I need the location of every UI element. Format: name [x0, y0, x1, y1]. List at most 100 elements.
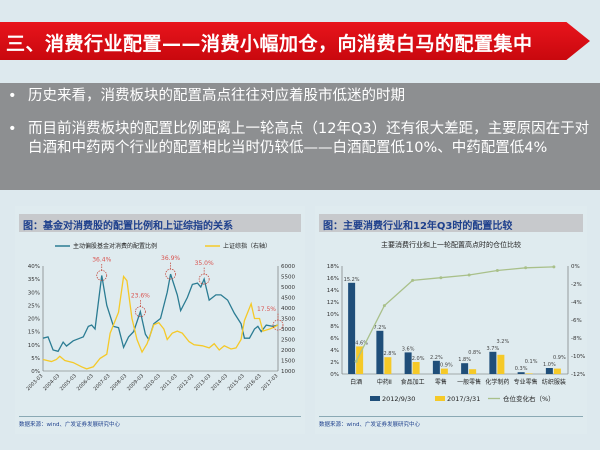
y-tick-label: 35% — [28, 277, 40, 283]
x-tick-label: 2004-03 — [42, 373, 61, 392]
y-tick-label: 15% — [28, 330, 40, 336]
y-tick-label: 12% — [327, 300, 339, 306]
change-line — [355, 266, 554, 362]
bullet-item: • 历史来看，消费板块的配置高点往往对应着股市低迷的时期 — [8, 87, 590, 106]
category-label: 食品加工 — [401, 378, 425, 386]
category-label: 化学制药 — [485, 378, 509, 386]
y-tick-label: 30% — [28, 290, 40, 296]
bullet-text: 历史来看，消费板块的配置高点往往对应着股市低迷的时期 — [28, 88, 405, 104]
y-tick-label: 0% — [330, 372, 339, 378]
data-label: 0.1% — [525, 359, 538, 365]
y2-tick-label: 4000 — [281, 306, 295, 312]
y2-tick-label: -2% — [571, 282, 582, 288]
y2-tick-label: -10% — [571, 354, 585, 360]
bar-2012/9/30 — [432, 360, 440, 374]
y-tick-label: 5% — [31, 356, 40, 362]
bar-2017/3/31 — [440, 368, 448, 374]
bar-2012/9/30 — [376, 330, 384, 374]
source-note: 数据来源：wind、广发证券发展研究中心 — [19, 416, 301, 428]
annotation-circle — [165, 268, 176, 280]
category-label: 中药Ⅱ — [377, 378, 392, 386]
data-label: 2.8% — [384, 351, 397, 357]
x-tick-label: 2009-03 — [126, 373, 145, 392]
title-banner: 三、消费行业配置——消费小幅加仓，向消费白马的配置集中 — [0, 22, 590, 60]
x-tick-label: 2007-03 — [93, 373, 112, 392]
data-label: 4.6% — [355, 340, 368, 346]
series-line-index — [42, 274, 279, 370]
data-label: 7.2% — [374, 325, 387, 331]
y-tick-label: 25% — [28, 303, 40, 309]
y2-tick-label: 3500 — [281, 317, 295, 323]
y2-tick-label: 5500 — [281, 275, 295, 281]
category-label: 专业零售 — [514, 378, 538, 386]
y2-tick-label: -12% — [571, 372, 585, 378]
y2-tick-label: 6000 — [281, 264, 295, 270]
annotation-label: 23.6% — [131, 293, 150, 300]
bar-2017/3/31 — [384, 357, 392, 374]
change-point — [382, 304, 386, 308]
change-point — [411, 278, 415, 282]
annotation-label: 36.9% — [161, 255, 180, 262]
change-point — [495, 269, 499, 272]
y2-tick-label: -4% — [571, 300, 582, 306]
x-tick-label: 2008-03 — [109, 373, 128, 392]
change-point — [552, 265, 556, 269]
bar-2012/9/30 — [545, 368, 553, 374]
slide-title: 三、消费行业配置——消费小幅加仓，向消费白马的配置集中 — [6, 33, 533, 55]
data-label: 2.2% — [430, 355, 443, 361]
bar-2012/9/30 — [517, 372, 525, 374]
category-label: 白酒 — [350, 378, 362, 386]
data-label: 3.7% — [487, 346, 500, 352]
bar-2017/3/31 — [525, 373, 533, 374]
x-tick-label: 2015-03 — [227, 373, 246, 392]
data-label: 0.9% — [440, 363, 453, 369]
legend-swatch — [370, 396, 380, 401]
source-note: 数据来源：wind、广发证券发展研究中心 — [319, 416, 583, 428]
x-tick-label: 2003-03 — [25, 373, 44, 392]
bar-2017/3/31 — [469, 369, 477, 374]
bar-2017/3/31 — [412, 362, 420, 374]
x-tick-label: 2005-03 — [59, 373, 78, 392]
x-tick-label: 2017-03 — [260, 373, 279, 392]
legend-label: 上证综指（右轴） — [223, 242, 271, 250]
y-tick-label: 16% — [327, 276, 339, 282]
legend-swatch — [435, 396, 445, 401]
x-tick-label: 2016-03 — [244, 373, 263, 392]
bar-2017/3/31 — [497, 354, 505, 374]
x-tick-label: 2013-03 — [193, 373, 212, 392]
data-label: 1.0% — [543, 362, 556, 368]
data-label: 3.6% — [402, 346, 415, 352]
x-tick-label: 2012-03 — [176, 373, 195, 392]
annotation-label: 35.0% — [195, 260, 214, 267]
bullet-panel: • 历史来看，消费板块的配置高点往往对应着股市低迷的时期 • 而目前消费板块的配置比… — [0, 83, 600, 190]
left-chart-panel: 图：基金对消费股的配置比例和上证综指的关系 0% 5% 10% 15% 20% 25% 30… — [15, 206, 305, 434]
y2-tick-label: 4500 — [281, 296, 295, 302]
bullet-dot: • — [8, 121, 17, 137]
y-tick-label: 4% — [330, 348, 339, 354]
panel-title: 图：基金对消费股的配置比例和上证综指的关系 — [19, 214, 301, 232]
x-tick-label: 2014-03 — [210, 373, 229, 392]
data-label: 0.8% — [468, 350, 481, 356]
y2-tick-label: 1000 — [281, 369, 295, 375]
y2-tick-label: 2500 — [281, 338, 295, 344]
bar-chart: 主要消费行业和上一轮配置高点时的仓位比较 0% 2% 4% 6% 8% 10% 12% 14% 1… — [327, 240, 585, 403]
y-tick-label: 6% — [330, 336, 339, 342]
bullet-item: • 而目前消费板块的配置比例距离上一轮高点（12年Q3）还有很大差距，主要原因在于… — [8, 120, 590, 158]
bar-2017/3/31 — [356, 346, 364, 374]
change-point — [354, 359, 358, 363]
legend-label: 2017/3/31 — [447, 395, 480, 403]
chart-title: 主要消费行业和上一轮配置高点时的仓位比较 — [381, 240, 521, 249]
y-tick-label: 14% — [327, 288, 339, 294]
y-tick-label: 8% — [330, 324, 339, 330]
annotation-label: 17.5% — [257, 306, 276, 313]
y2-tick-label: 0% — [571, 264, 580, 270]
panel-title: 图：主要消费行业和12年Q3时的配置比较 — [319, 214, 583, 232]
category-label: 一般零售 — [457, 378, 481, 386]
x-tick-label: 2011-03 — [160, 373, 179, 392]
y2-tick-label: 1500 — [281, 359, 295, 365]
data-label: 0.9% — [553, 355, 566, 361]
y2-tick-label: -8% — [571, 336, 582, 342]
y2-tick-label: 3000 — [281, 327, 295, 333]
data-label: 0.3% — [515, 366, 528, 372]
y-tick-label: 20% — [28, 317, 40, 323]
